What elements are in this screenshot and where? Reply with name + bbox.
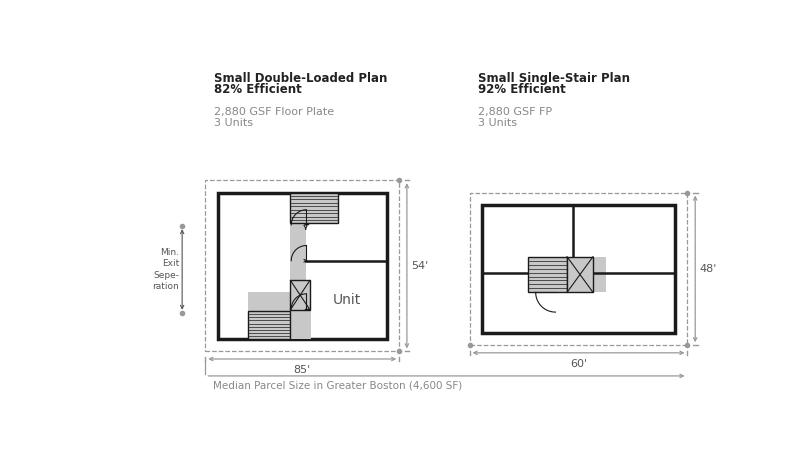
Text: 60': 60' — [570, 359, 587, 369]
Bar — [470, 193, 687, 345]
Text: 3 Units: 3 Units — [214, 118, 253, 128]
Text: 2,880 GSF FP: 2,880 GSF FP — [478, 107, 552, 117]
Bar — [290, 281, 310, 310]
Text: 2,880 GSF Floor Plate: 2,880 GSF Floor Plate — [214, 107, 334, 117]
Bar — [248, 311, 290, 339]
Text: Unit: Unit — [333, 293, 361, 307]
Bar — [218, 193, 386, 339]
Text: 3 Units: 3 Units — [478, 118, 518, 128]
Text: Small Single-Stair Plan: Small Single-Stair Plan — [478, 72, 630, 85]
Bar — [290, 223, 306, 292]
Bar — [206, 181, 399, 351]
Bar — [482, 205, 675, 333]
Bar — [290, 193, 306, 292]
Text: 92% Efficient: 92% Efficient — [478, 83, 566, 96]
Text: 48': 48' — [699, 264, 717, 274]
Bar — [528, 257, 567, 292]
Bar — [248, 292, 310, 339]
Bar — [528, 257, 606, 292]
Text: 54': 54' — [410, 261, 428, 271]
Text: Small Double-Loaded Plan: Small Double-Loaded Plan — [214, 72, 387, 85]
Text: Median Parcel Size in Greater Boston (4,600 SF): Median Parcel Size in Greater Boston (4,… — [213, 381, 462, 391]
Text: 82% Efficient: 82% Efficient — [214, 83, 302, 96]
Text: 85': 85' — [294, 365, 311, 375]
Bar — [567, 257, 593, 292]
Bar — [290, 193, 338, 223]
Text: Min.
Exit
Sepe-
ration: Min. Exit Sepe- ration — [152, 248, 179, 291]
